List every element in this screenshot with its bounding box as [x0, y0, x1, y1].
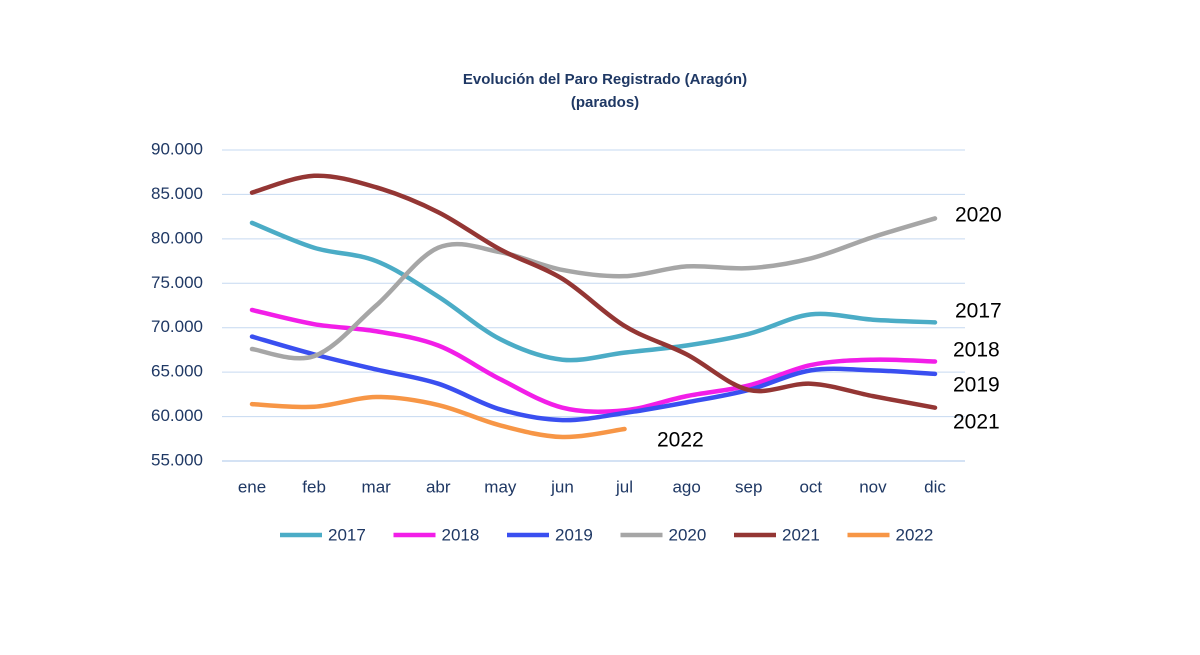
y-tick-label: 90.000 [151, 139, 203, 158]
y-tick-label: 70.000 [151, 317, 203, 336]
legend-label: 2022 [896, 525, 934, 544]
x-tick-label: ene [238, 477, 266, 496]
series-end-label: 2019 [953, 374, 1000, 397]
y-tick-label: 80.000 [151, 228, 203, 247]
series-end-label: 2018 [953, 339, 1000, 362]
series-end-label: 2020 [955, 204, 1002, 227]
y-tick-label: 75.000 [151, 273, 203, 292]
legend-label: 2020 [669, 525, 707, 544]
x-tick-label: dic [924, 477, 946, 496]
y-tick-label: 85.000 [151, 184, 203, 203]
legend-label: 2018 [442, 525, 480, 544]
legend-label: 2021 [782, 525, 820, 544]
x-tick-label: nov [859, 477, 887, 496]
y-tick-label: 65.000 [151, 362, 203, 381]
legend-label: 2017 [328, 525, 366, 544]
series-line [249, 173, 938, 410]
chart-title: Evolución del Paro Registrado (Aragón) [463, 71, 747, 88]
x-tick-label: abr [426, 477, 451, 496]
x-tick-label: oct [799, 477, 822, 496]
x-tick-label: jul [615, 477, 633, 496]
series-line [249, 334, 938, 423]
series-end-label: 2021 [953, 411, 1000, 434]
x-tick-label: ago [672, 477, 700, 496]
y-tick-label: 55.000 [151, 450, 203, 469]
series-line [249, 220, 938, 363]
series-line [249, 216, 938, 361]
series-line [249, 394, 627, 440]
series-line [249, 307, 938, 414]
x-tick-label: feb [302, 477, 326, 496]
x-tick-label: jun [550, 477, 574, 496]
x-tick-label: may [484, 477, 517, 496]
y-tick-label: 60.000 [151, 406, 203, 425]
series-end-label: 2022 [657, 429, 704, 452]
series-end-label: 2017 [955, 300, 1002, 323]
chart-subtitle: (parados) [571, 94, 639, 111]
x-tick-label: mar [362, 477, 392, 496]
x-tick-label: sep [735, 477, 762, 496]
legend-label: 2019 [555, 525, 593, 544]
